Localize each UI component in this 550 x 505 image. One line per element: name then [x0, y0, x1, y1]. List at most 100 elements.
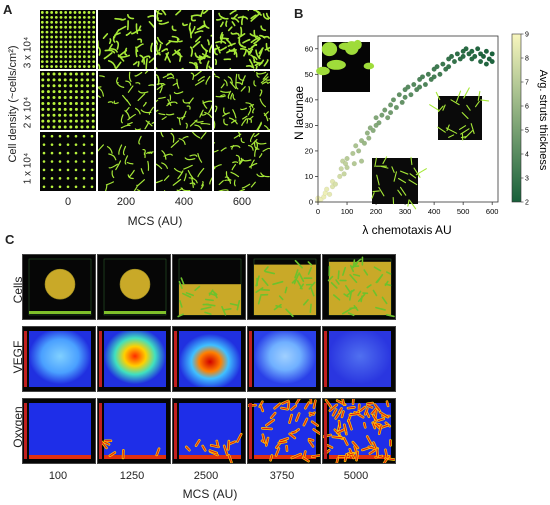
panel-b-colorbar-tick-label: 2: [525, 200, 529, 207]
panel-b-point: [451, 58, 458, 65]
panel-b-colorbar-tick-label: 3: [525, 176, 529, 183]
panel-a-tile: [214, 132, 270, 191]
panel-c-tile-cells: [97, 254, 171, 320]
panel-c-tile-vegf: [97, 326, 171, 392]
panel-b-xtick-label: 100: [341, 207, 354, 216]
panel-b-point: [361, 140, 368, 146]
panel-b-ytick-label: 30: [305, 121, 313, 130]
panel-b-point: [350, 150, 356, 157]
panel-b-inset-image: [371, 156, 427, 210]
panel-a-image-grid: [40, 10, 270, 195]
panel-b-point: [351, 161, 357, 167]
panel-c-tile-graphic: [103, 258, 167, 316]
panel-b-point: [341, 171, 347, 177]
panel-a-tile-pattern: [98, 14, 154, 69]
panel-c-tile-oxygen: [322, 398, 396, 464]
panel-b-point: [388, 110, 394, 116]
panel-b-point: [422, 81, 428, 88]
panel-b-colorbar-tick-label: 6: [525, 104, 529, 111]
panel-c-tile-graphic: [327, 256, 395, 318]
panel-a-letter: A: [3, 2, 13, 17]
panel-b-point: [417, 84, 423, 90]
panel-a-tile: [214, 71, 270, 130]
panel-b-colorbar-tick-label: 4: [525, 152, 529, 159]
panel-a-tile: [40, 71, 96, 130]
panel-b-scatter-chart: 0 100 200 300 400 500 600 0 10 20 30 40 50 60 λ chemo…: [292, 32, 548, 238]
panel-c-tile-cells: [22, 254, 96, 320]
panel-c-xlabel: MCS (AU): [182, 487, 238, 501]
panel-b-point: [385, 115, 391, 121]
panel-b-point: [382, 107, 388, 113]
panel-b-colorbar: [511, 33, 522, 203]
panel-c-letter: C: [5, 232, 15, 247]
panel-b-point: [408, 92, 414, 98]
panel-c-tile-graphic: [249, 331, 316, 387]
panel-a-col-label-4: 600: [232, 196, 252, 208]
panel-a-tile: [98, 132, 154, 191]
panel-b-xtick-label: 200: [370, 207, 383, 216]
panel-a-row-label-1: 3 x 10⁴: [22, 36, 34, 69]
panel-b-ytick-label: 50: [305, 70, 313, 79]
panel-a-col-label-3: 400: [174, 196, 194, 208]
panel-c-tile-vegf: [172, 326, 246, 392]
panel-a-tile: [98, 10, 154, 69]
panel-c-tile-graphic: [24, 331, 91, 387]
panel-b-point: [469, 56, 475, 62]
panel-a-tile: [156, 132, 212, 191]
panel-a-xlabel: MCS (AU): [127, 214, 183, 228]
panel-b-point: [411, 81, 417, 88]
panel-b-xtick-label: 600: [486, 207, 499, 216]
panel-a-tile-pattern: [214, 10, 270, 69]
panel-a-tile-pattern: [156, 71, 212, 130]
panel-c-tile-oxygen: [97, 398, 171, 464]
panel-b-point: [460, 53, 466, 59]
panel-a-col-label-1: 0: [64, 196, 72, 208]
panel-b-point: [437, 71, 443, 77]
panel-b-point: [364, 130, 370, 136]
panel-b-point: [489, 58, 495, 65]
panel-c-tile-vegf: [247, 326, 321, 392]
panel-a-ylabel: Cell density (~cells/cm²): [7, 45, 19, 163]
panel-b-point: [399, 99, 405, 105]
panel-a-tile: [156, 10, 212, 69]
panel-a-tile-pattern: [156, 132, 212, 191]
panel-a-tile: [156, 71, 212, 130]
panel-b-point: [373, 115, 379, 121]
panel-c-col-label-2: 1250: [119, 470, 145, 482]
panel-b-point: [338, 166, 344, 172]
panel-c-tile-graphic: [24, 403, 91, 459]
panel-b-xtick-label: 0: [316, 207, 320, 216]
panel-c-tile-oxygen: [172, 398, 246, 464]
panel-b-point: [431, 74, 437, 80]
panel-c-tile-graphic: [253, 258, 317, 318]
panel-c-tile-cells: [247, 254, 321, 320]
panel-b-xlabel: λ chemotaxis AU: [362, 223, 451, 237]
panel-b-point: [489, 51, 495, 57]
panel-b-inset-image: [429, 87, 490, 141]
panel-c-tile-cells: [322, 254, 396, 320]
panel-b-point: [344, 164, 350, 171]
panel-b-point: [356, 148, 362, 154]
panel-c-tile-graphic: [99, 403, 166, 460]
panel-b-colorbar-tick-label: 7: [525, 80, 529, 87]
panel-b-point: [332, 181, 338, 187]
panel-b-point: [344, 156, 350, 162]
panel-c-tile-graphic: [174, 331, 241, 387]
panel-b-ylabel: N lacunae: [292, 86, 306, 140]
panel-b-point: [393, 104, 399, 111]
panel-b-point: [405, 84, 411, 90]
panel-c-tile-oxygen: [22, 398, 96, 464]
panel-b-ytick-label: 60: [305, 44, 313, 53]
panel-b-xtick-label: 500: [457, 207, 470, 216]
panel-a-row-label-2: 2 x 10⁴: [22, 96, 34, 129]
panel-b-point: [327, 191, 333, 197]
panel-c-tile-graphic: [323, 399, 395, 463]
panel-b-xtick-label: 300: [399, 207, 412, 216]
panel-a-tile-pattern: [98, 71, 154, 130]
panel-a-tile: [214, 10, 270, 69]
panel-b-point: [480, 53, 487, 59]
panel-b-point: [353, 143, 359, 149]
panel-c-col-label-4: 3750: [269, 470, 295, 482]
panel-a-row-label-3: 1 x 10⁴: [22, 152, 34, 185]
panel-c-tile-graphic: [248, 399, 320, 463]
